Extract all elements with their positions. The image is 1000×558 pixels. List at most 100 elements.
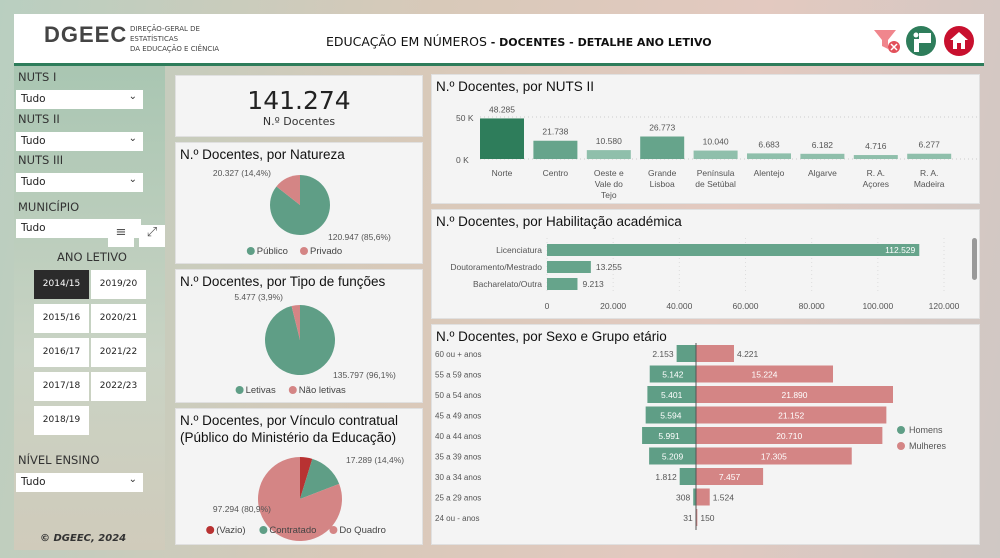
- bar-mulheres-3[interactable]: [696, 406, 887, 424]
- year-button-2017-18[interactable]: 2017/18: [34, 372, 89, 401]
- bar-1[interactable]: [533, 140, 578, 159]
- bar-homens-3[interactable]: [645, 406, 696, 424]
- dgeec-logo: DGEEC: [44, 22, 128, 47]
- bar-homens-2[interactable]: [647, 386, 696, 403]
- bar-mulheres-8[interactable]: [696, 509, 698, 526]
- bar-homens-0[interactable]: [676, 345, 696, 362]
- y-tick-label: 30 a 34 anos: [435, 473, 481, 482]
- ano-letivo-label: ANO LETIVO: [57, 250, 127, 264]
- kpi-value: 141.274: [247, 86, 351, 115]
- data-label: 10.580: [596, 136, 622, 146]
- pie-slice-vazio[interactable]: [300, 457, 313, 499]
- bar-5[interactable]: [747, 153, 791, 159]
- bar-homens-6[interactable]: [679, 468, 696, 485]
- bar-2[interactable]: [586, 150, 631, 159]
- data-label-homens: 2.153: [652, 349, 674, 359]
- y-tick-label: 24 ou - anos: [435, 514, 479, 523]
- legend-label[interactable]: Não letivas: [299, 385, 346, 396]
- nuts3-dropdown[interactable]: Tudo ⌄: [16, 173, 143, 192]
- bar-mulheres-7[interactable]: [696, 488, 710, 506]
- legend-label[interactable]: Contratado: [269, 525, 316, 536]
- data-label: 97.294 (80,9%): [213, 504, 271, 514]
- municipio-value: Tudo: [21, 222, 46, 234]
- municipio-label: MUNICÍPIO: [18, 200, 80, 214]
- bar-homens-1[interactable]: [649, 365, 696, 383]
- header: DGEEC DIREÇÃO-GERAL DE ESTATÍSTICAS DA ED…: [14, 14, 984, 66]
- kpi-label: N.º Docentes: [262, 115, 336, 128]
- bar-0[interactable]: [480, 118, 524, 159]
- bar-4[interactable]: [693, 150, 738, 159]
- pie-slice-nãoletivas[interactable]: [291, 305, 300, 340]
- home-icon[interactable]: [944, 26, 974, 56]
- bar-8[interactable]: [907, 153, 952, 159]
- chart-title: N.º Docentes, por Tipo de funções: [180, 274, 386, 289]
- year-button-2015-16[interactable]: 2015/16: [34, 304, 89, 333]
- bar-mulheres-6[interactable]: [696, 468, 764, 485]
- year-button-2021-22[interactable]: 2021/22: [91, 338, 146, 367]
- year-button-2018-19[interactable]: 2018/19: [34, 406, 89, 435]
- nuts2-value: Tudo: [21, 135, 46, 147]
- nivel-value: Tudo: [21, 476, 46, 488]
- scrollbar[interactable]: [972, 238, 977, 280]
- data-label-mulheres: 7.457: [719, 472, 741, 482]
- bar-homens-4[interactable]: [642, 427, 696, 444]
- pie-slice-privado[interactable]: [276, 175, 300, 205]
- legend-marker: [897, 426, 905, 434]
- nuts2-label: NUTS II: [18, 112, 60, 126]
- pie-slice-doquadro[interactable]: [258, 457, 342, 541]
- legend-marker: [206, 526, 215, 534]
- data-label: 6.683: [758, 139, 780, 149]
- nuts1-dropdown[interactable]: Tudo ⌄: [16, 90, 143, 109]
- data-label-mulheres: 1.524: [713, 493, 735, 503]
- bar-1[interactable]: [547, 261, 591, 273]
- clear-filter-icon[interactable]: [872, 26, 902, 56]
- bar-6[interactable]: [800, 153, 845, 159]
- bar-mulheres-0[interactable]: [696, 345, 734, 362]
- teacher-icon[interactable]: [906, 26, 936, 56]
- legend-label[interactable]: Público: [257, 246, 288, 257]
- bar-chart-nuts2: 50 K 0 K 48.285 Norte 21.738 Centro 10.580 Oest…: [456, 104, 977, 200]
- legend-label[interactable]: Homens: [909, 425, 943, 435]
- year-button-2022-23[interactable]: 2022/23: [91, 372, 146, 401]
- data-label: 5.477 (3,9%): [234, 292, 283, 302]
- pie-slice-contratado[interactable]: [300, 458, 340, 499]
- legend-label[interactable]: Do Quadro: [339, 525, 385, 536]
- bar-mulheres-5[interactable]: [696, 447, 852, 465]
- bar-mulheres-4[interactable]: [696, 427, 883, 444]
- legend-label[interactable]: Privado: [310, 246, 342, 257]
- year-button-2019-20[interactable]: 2019/20: [91, 270, 146, 299]
- bar-mulheres-2[interactable]: [696, 386, 893, 403]
- data-label-homens: 5.991: [658, 431, 680, 441]
- bar-homens-7[interactable]: [693, 488, 696, 506]
- bar-homens-5[interactable]: [649, 447, 696, 465]
- x-tick: 40.000: [666, 301, 692, 311]
- year-button-2016-17[interactable]: 2016/17: [34, 338, 89, 367]
- bar-3[interactable]: [640, 136, 685, 159]
- year-button-2020-21[interactable]: 2020/21: [91, 304, 146, 333]
- x-tick: 100.000: [862, 301, 893, 311]
- legend-label[interactable]: (Vazio): [216, 525, 245, 536]
- data-label-homens: 5.594: [660, 411, 682, 421]
- y-tick-label: 55 a 59 anos: [435, 371, 481, 380]
- chart-title: N.º Docentes, por NUTS II: [436, 79, 594, 94]
- logo-subtitle: DIREÇÃO-GERAL DE ESTATÍSTICAS DA EDUCAÇÃO…: [130, 24, 250, 54]
- data-label: 10.040: [703, 137, 729, 147]
- bar-mulheres-1[interactable]: [696, 365, 834, 383]
- legend-marker: [897, 442, 905, 450]
- natureza-card: N.º Docentes, por Natureza 120.947 (85,6…: [175, 142, 423, 264]
- bar-2[interactable]: [547, 278, 578, 290]
- y-tick-label: 40 a 44 anos: [435, 432, 481, 441]
- legend-label[interactable]: Mulheres: [909, 441, 947, 451]
- data-label: 120.947 (85,6%): [328, 232, 391, 242]
- legend-label[interactable]: Letivas: [246, 385, 276, 396]
- logo-sub-1: DIREÇÃO-GERAL DE ESTATÍSTICAS: [130, 25, 200, 43]
- bar-7[interactable]: [853, 155, 898, 159]
- bar-0[interactable]: [547, 244, 920, 256]
- filter-lines-icon[interactable]: ≡: [108, 225, 134, 247]
- nivel-dropdown[interactable]: Tudo ⌄: [16, 473, 143, 492]
- nuts2-dropdown[interactable]: Tudo ⌄: [16, 132, 143, 151]
- focus-mode-icon[interactable]: ⤢: [139, 225, 165, 247]
- year-button-2014-15[interactable]: 2014/15: [34, 270, 89, 299]
- legend-marker: [259, 526, 268, 534]
- x-tick-label: Oeste e Vale do Tejo: [594, 168, 624, 200]
